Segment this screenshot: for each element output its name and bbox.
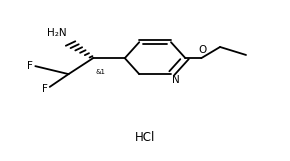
- Text: F: F: [42, 84, 48, 94]
- Text: O: O: [198, 45, 206, 55]
- Text: H₂N: H₂N: [48, 28, 67, 38]
- Text: HCl: HCl: [135, 132, 155, 144]
- Text: &1: &1: [96, 69, 106, 75]
- Text: N: N: [173, 75, 180, 85]
- Text: F: F: [27, 61, 33, 71]
